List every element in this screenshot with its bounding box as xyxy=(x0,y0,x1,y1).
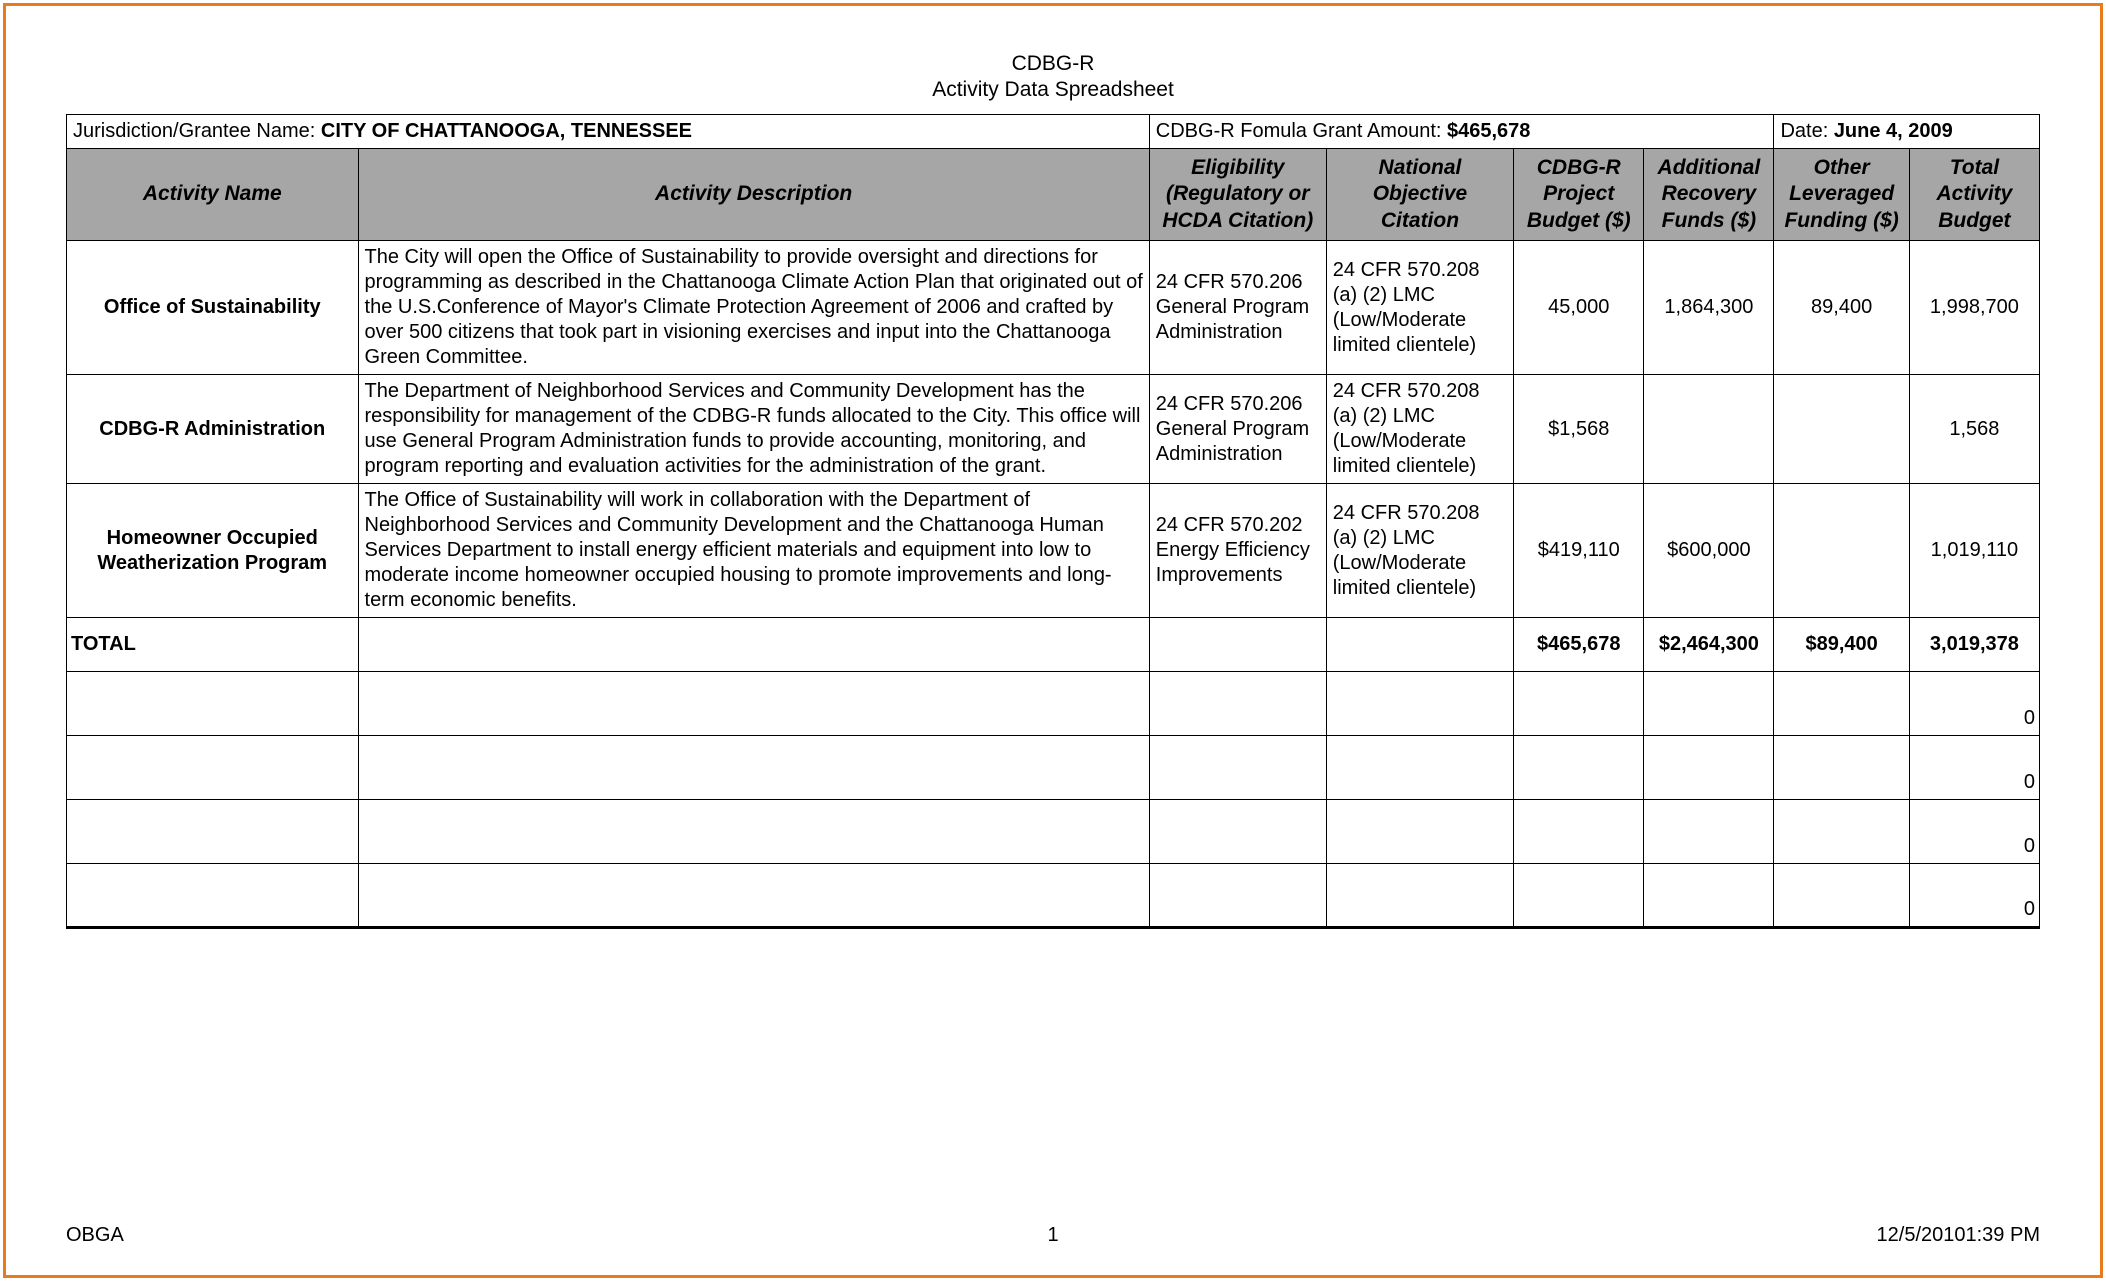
objective-cell: 24 CFR 570.208 (a) (2) LMC (Low/Moderate… xyxy=(1326,484,1513,618)
doc-subtitle: Activity Data Spreadsheet xyxy=(66,78,2040,102)
footer-timestamp: 12/5/20101:39 PM xyxy=(1877,1224,2040,1247)
budget-cell: $419,110 xyxy=(1514,484,1644,618)
eligibility-cell: 24 CFR 570.202 Energy Efficiency Improve… xyxy=(1149,484,1326,618)
empty-row: 0 xyxy=(67,864,2040,928)
col-total-budget: Total Activity Budget xyxy=(1909,149,2039,241)
col-project-budget: CDBG-R Project Budget ($) xyxy=(1514,149,1644,241)
col-activity-name: Activity Name xyxy=(67,149,359,241)
zero-cell: 0 xyxy=(1909,800,2039,864)
recovery-cell: $600,000 xyxy=(1644,484,1774,618)
activity-desc-cell: The City will open the Office of Sustain… xyxy=(358,241,1149,375)
zero-cell: 0 xyxy=(1909,736,2039,800)
col-recovery-funds: Additional Recovery Funds ($) xyxy=(1644,149,1774,241)
grant-label: CDBG-R Fomula Grant Amount: xyxy=(1156,120,1447,142)
objective-cell: 24 CFR 570.208 (a) (2) LMC (Low/Moderate… xyxy=(1326,241,1513,375)
eligibility-cell: 24 CFR 570.206 General Program Administr… xyxy=(1149,375,1326,484)
total-empty xyxy=(1149,618,1326,672)
leveraged-cell xyxy=(1774,484,1909,618)
empty-row: 0 xyxy=(67,672,2040,736)
date-label: Date: xyxy=(1780,120,1833,142)
document-frame: CDBG-R Activity Data Spreadsheet Jurisdi… xyxy=(3,3,2103,1278)
footer-left: OBGA xyxy=(66,1224,124,1247)
date-cell: Date: June 4, 2009 xyxy=(1774,115,2040,149)
recovery-cell xyxy=(1644,375,1774,484)
activity-name-cell: Homeowner Occupied Weatherization Progra… xyxy=(67,484,359,618)
header-row: Activity Name Activity Description Eligi… xyxy=(67,149,2040,241)
table-row: CDBG-R Administration The Department of … xyxy=(67,375,2040,484)
jurisdiction-cell: Jurisdiction/Grantee Name: CITY OF CHATT… xyxy=(67,115,1150,149)
total-leveraged: $89,400 xyxy=(1774,618,1909,672)
jurisdiction-value: CITY OF CHATTANOOGA, TENNESSEE xyxy=(321,120,692,142)
zero-cell: 0 xyxy=(1909,672,2039,736)
grant-value: $465,678 xyxy=(1447,120,1530,142)
total-empty xyxy=(358,618,1149,672)
recovery-cell: 1,864,300 xyxy=(1644,241,1774,375)
activity-name-cell: CDBG-R Administration xyxy=(67,375,359,484)
leveraged-cell xyxy=(1774,375,1909,484)
total-budget: $465,678 xyxy=(1514,618,1644,672)
total-row: TOTAL $465,678 $2,464,300 $89,400 3,019,… xyxy=(67,618,2040,672)
info-row: Jurisdiction/Grantee Name: CITY OF CHATT… xyxy=(67,115,2040,149)
doc-title: CDBG-R xyxy=(66,46,2040,76)
col-activity-description: Activity Description xyxy=(358,149,1149,241)
total-total: 3,019,378 xyxy=(1909,618,2039,672)
table-row: Office of Sustainability The City will o… xyxy=(67,241,2040,375)
activity-name-cell: Office of Sustainability xyxy=(67,241,359,375)
leveraged-cell: 89,400 xyxy=(1774,241,1909,375)
total-recovery: $2,464,300 xyxy=(1644,618,1774,672)
empty-row: 0 xyxy=(67,800,2040,864)
grant-amount-cell: CDBG-R Fomula Grant Amount: $465,678 xyxy=(1149,115,1774,149)
footer-page-number: 1 xyxy=(1047,1224,1058,1247)
page-footer: OBGA 1 12/5/20101:39 PM xyxy=(66,1224,2040,1247)
total-label: TOTAL xyxy=(67,618,359,672)
total-cell: 1,019,110 xyxy=(1909,484,2039,618)
col-eligibility: Eligibility (Regulatory or HCDA Citation… xyxy=(1149,149,1326,241)
jurisdiction-label: Jurisdiction/Grantee Name: xyxy=(73,120,321,142)
objective-cell: 24 CFR 570.208 (a) (2) LMC (Low/Moderate… xyxy=(1326,375,1513,484)
date-value: June 4, 2009 xyxy=(1834,120,1953,142)
activity-desc-cell: The Office of Sustainability will work i… xyxy=(358,484,1149,618)
total-cell: 1,998,700 xyxy=(1909,241,2039,375)
zero-cell: 0 xyxy=(1909,864,2039,928)
table-row: Homeowner Occupied Weatherization Progra… xyxy=(67,484,2040,618)
col-national-objective: National Objective Citation xyxy=(1326,149,1513,241)
activity-desc-cell: The Department of Neighborhood Services … xyxy=(358,375,1149,484)
empty-row: 0 xyxy=(67,736,2040,800)
budget-cell: $1,568 xyxy=(1514,375,1644,484)
total-empty xyxy=(1326,618,1513,672)
total-cell: 1,568 xyxy=(1909,375,2039,484)
spreadsheet-table: Jurisdiction/Grantee Name: CITY OF CHATT… xyxy=(66,114,2040,929)
budget-cell: 45,000 xyxy=(1514,241,1644,375)
col-leveraged-funding: Other Leveraged Funding ($) xyxy=(1774,149,1909,241)
eligibility-cell: 24 CFR 570.206 General Program Administr… xyxy=(1149,241,1326,375)
